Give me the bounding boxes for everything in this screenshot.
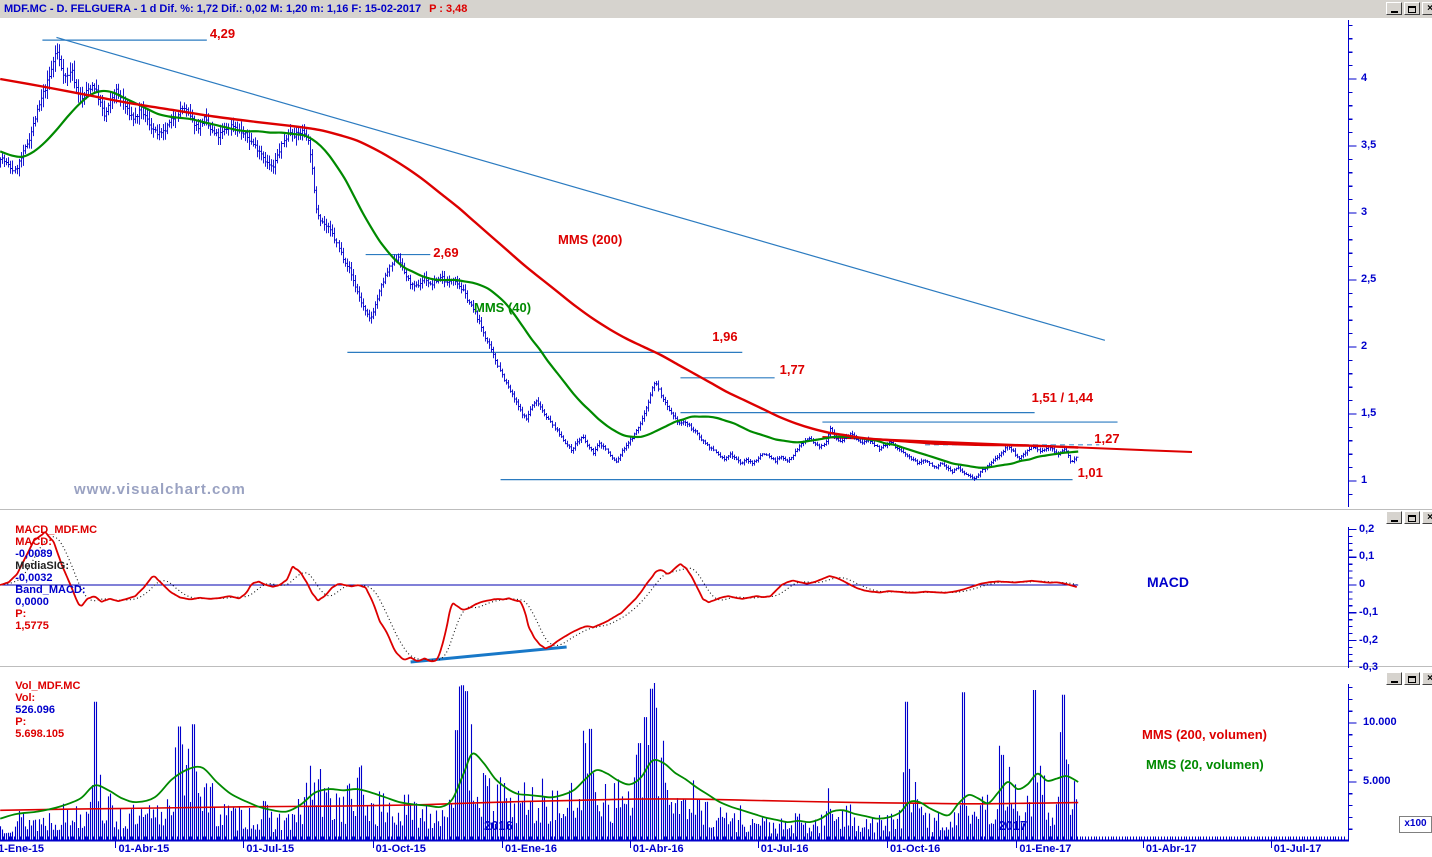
volume-panel-minimize-button[interactable] bbox=[1386, 672, 1402, 685]
window-title-price: P : 3,48 bbox=[429, 3, 468, 15]
window-title: MDF.MC - D. FELGUERA - 1 d Dif. %: 1,72 … bbox=[4, 3, 422, 15]
maximize-icon bbox=[1408, 6, 1416, 13]
macd-symbol: MACD_MDF.MC bbox=[15, 524, 98, 536]
volume-p-value: 5.698.105 bbox=[15, 728, 65, 740]
mms200-label: MMS (200) bbox=[558, 232, 623, 247]
time-axis-tick-01-Ene-17: 01-Ene-17 bbox=[1019, 843, 1072, 855]
minimize-icon bbox=[1390, 520, 1398, 522]
price-panel bbox=[0, 36, 1193, 481]
mms40-label: MMS (40) bbox=[474, 300, 532, 315]
mediasig-label: MediaSIG: bbox=[15, 560, 70, 572]
macd-label: MACD: bbox=[15, 536, 52, 548]
macd-p-value: 1,5775 bbox=[15, 620, 49, 632]
time-axis-tick-01-Ene-16: 01-Ene-16 bbox=[504, 843, 557, 855]
price-axis-tick-1: 1 bbox=[1361, 474, 1368, 486]
price-level-label-1.51: 1,51 / 1,44 bbox=[1031, 389, 1094, 405]
time-axis-tick-01-Abr-17: 01-Abr-17 bbox=[1145, 843, 1197, 855]
macd-axis-tick--0,1: -0,1 bbox=[1359, 605, 1378, 618]
title-bar: MDF.MC - D. FELGUERA - 1 d Dif. %: 1,72 … bbox=[0, 0, 1432, 18]
year-label-2016: 2016 bbox=[483, 818, 513, 833]
price-mms40-line bbox=[0, 89, 1079, 469]
volume-bars bbox=[0, 683, 1078, 841]
band-macd-value: 0,0000 bbox=[15, 596, 49, 608]
price-axis-tick-3: 3 bbox=[1361, 206, 1368, 218]
volume-axis-multiplier: x100 bbox=[1399, 816, 1432, 833]
maximize-icon bbox=[1408, 676, 1416, 683]
vol-mms20-label: MMS (20, volumen) bbox=[1146, 757, 1264, 772]
time-axis-tick-01-Ene-15: 01-Ene-15 bbox=[0, 843, 44, 855]
price-chart-area[interactable] bbox=[0, 19, 1348, 508]
time-axis-tick-01-Jul-16: 01-Jul-16 bbox=[760, 843, 809, 855]
volume-mms20-line bbox=[0, 752, 1079, 824]
close-icon: × bbox=[1427, 512, 1432, 523]
close-icon: × bbox=[1427, 3, 1432, 14]
macd-axis-tick-0,2: 0,2 bbox=[1359, 522, 1375, 535]
volume-value: 526.096 bbox=[15, 704, 55, 716]
volume-axis-tick-5.000: 5.000 bbox=[1363, 775, 1391, 787]
price-axis-tick-1,5: 1,5 bbox=[1361, 407, 1377, 419]
time-axis-tick-01-Jul-15: 01-Jul-15 bbox=[246, 843, 295, 855]
macd-panel bbox=[0, 531, 1079, 664]
volume-axis-tick-10.000: 10.000 bbox=[1363, 716, 1397, 728]
volume-symbol: Vol_MDF.MC bbox=[15, 680, 81, 692]
price-mms200-line bbox=[0, 77, 1079, 449]
macd-chart-area[interactable] bbox=[0, 527, 1348, 668]
main-chart-minimize-button[interactable] bbox=[1386, 2, 1402, 15]
macd-axis-tick--0,2: -0,2 bbox=[1359, 633, 1378, 646]
volume-p-label: P: bbox=[15, 716, 27, 728]
macd-panel-close-button[interactable]: × bbox=[1422, 511, 1432, 524]
macd-header: MACD_MDF.MC MACD: -0,0089 MediaSIG: -0,0… bbox=[3, 512, 102, 644]
vol-mms200-label: MMS (200, volumen) bbox=[1142, 727, 1267, 742]
time-axis-tick-01-Abr-15: 01-Abr-15 bbox=[118, 843, 170, 855]
price-level-label-1.27: 1,27 bbox=[1094, 430, 1120, 446]
minimize-icon bbox=[1390, 681, 1398, 683]
minimize-icon bbox=[1390, 11, 1398, 13]
macd-value: -0,0089 bbox=[15, 548, 53, 560]
price-level-label-1.01: 1,01 bbox=[1077, 464, 1103, 480]
band-macd-label: Band_MACD: bbox=[15, 584, 86, 596]
maximize-icon bbox=[1408, 515, 1416, 522]
price-axis-tick-2: 2 bbox=[1361, 340, 1368, 352]
macd-axis-tick--0,3: -0,3 bbox=[1359, 661, 1378, 674]
price-axis-tick-3,5: 3,5 bbox=[1361, 139, 1377, 151]
price-level-label-2.69: 2,69 bbox=[433, 244, 459, 260]
macd-axis-tick-0: 0 bbox=[1359, 578, 1366, 590]
mediasig-value: -0,0032 bbox=[15, 572, 53, 584]
volume-mms200-line bbox=[0, 798, 1079, 812]
price-trendline-directriz-bajista[interactable] bbox=[56, 36, 1106, 341]
volume-panel-close-button[interactable]: × bbox=[1422, 672, 1432, 685]
time-axis-tick-01-Oct-15: 01-Oct-15 bbox=[375, 843, 426, 855]
time-axis-tick-01-Jul-17: 01-Jul-17 bbox=[1273, 843, 1322, 855]
macd-line bbox=[0, 531, 1078, 663]
volume-header: Vol_MDF.MC Vol: 526.096 P: 5.698.105 bbox=[3, 668, 85, 752]
price-level-label-1.96: 1,96 bbox=[712, 329, 738, 345]
volume-label: Vol: bbox=[15, 692, 36, 704]
price-level-label-4.29: 4,29 bbox=[209, 26, 236, 42]
price-axis-tick-4: 4 bbox=[1361, 72, 1368, 84]
macd-panel-window-controls: × bbox=[1386, 511, 1432, 524]
macd-panel-maximize-button[interactable] bbox=[1404, 511, 1420, 524]
macd-p-label: P: bbox=[15, 608, 27, 620]
volume-panel-maximize-button[interactable] bbox=[1404, 672, 1420, 685]
macd-label: MACD bbox=[1147, 574, 1189, 590]
time-axis-tick-01-Oct-16: 01-Oct-16 bbox=[890, 843, 941, 855]
close-icon: × bbox=[1427, 673, 1432, 684]
main-chart-window-controls: × bbox=[1386, 2, 1432, 15]
time-axis-tick-01-Abr-16: 01-Abr-16 bbox=[632, 843, 684, 855]
year-label-2017: 2017 bbox=[998, 818, 1028, 833]
main-chart-close-button[interactable]: × bbox=[1422, 2, 1432, 15]
volume-panel-window-controls: × bbox=[1386, 672, 1432, 685]
watermark: www.visualchart.com bbox=[74, 481, 246, 498]
volume-panel bbox=[0, 683, 1079, 841]
macd-axis-tick-0,1: 0,1 bbox=[1359, 550, 1375, 563]
main-chart-maximize-button[interactable] bbox=[1404, 2, 1420, 15]
price-level-label-1.77: 1,77 bbox=[779, 361, 805, 377]
price-axis-tick-2,5: 2,5 bbox=[1361, 273, 1377, 285]
macd-panel-minimize-button[interactable] bbox=[1386, 511, 1402, 524]
